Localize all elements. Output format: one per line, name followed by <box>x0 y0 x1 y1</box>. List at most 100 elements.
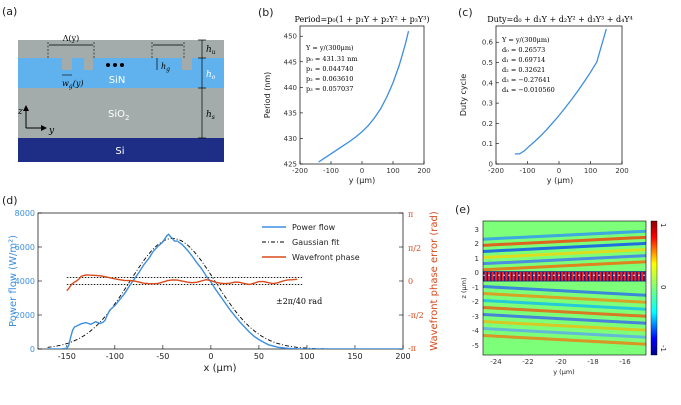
x-tick-label: 100 <box>386 167 399 175</box>
right-tick: π <box>408 210 413 219</box>
ellipsis-dot <box>120 63 124 67</box>
grating-tooth <box>585 271 588 281</box>
si-label: Si <box>115 146 124 157</box>
plot-frame <box>37 212 404 350</box>
radiated-band-down <box>483 306 646 318</box>
y-tick-label: 4000 <box>15 277 35 286</box>
svg-text:hs: hs <box>206 110 215 121</box>
y-axis-label: z (μm) <box>460 277 468 298</box>
right-tick: -π <box>408 344 416 353</box>
grating-tooth <box>495 271 498 281</box>
x-tick-label: 0 <box>557 167 561 175</box>
grating-tooth <box>505 271 508 281</box>
y-tick-label: 0.4 <box>482 79 494 87</box>
panel-b-title: Period=p₀(1 + p₁Y + p₂Y² + p₃Y³) <box>294 15 429 24</box>
grating-tooth <box>529 271 532 281</box>
grating-tooth <box>484 271 487 281</box>
period-curve <box>318 30 410 163</box>
radiated-band-up <box>483 260 646 272</box>
y-tick-label: 6000 <box>15 243 35 252</box>
grating-tooth <box>488 271 491 281</box>
legend-box: Y = y/(300μm) p₀ = 431.31 nm p₁ = 0.0447… <box>305 44 358 93</box>
x-axis-label: y (μm) <box>547 176 573 185</box>
sio2-label: SiO <box>108 109 125 120</box>
sio2-layer <box>18 88 224 138</box>
legend-line: d₀ = 0.26573 <box>502 46 545 54</box>
y-ticks: 3 2 1 0 -1 -2 -3 -4 -5 <box>472 226 480 350</box>
radiated-band-down <box>483 292 646 304</box>
x-axis-label: y (μm) <box>349 176 375 185</box>
series-line <box>514 28 607 155</box>
x-tick-label: -100 <box>323 167 339 175</box>
grating-tooth <box>589 271 592 281</box>
hg-label: h <box>161 62 166 71</box>
grating-tooth <box>644 271 646 281</box>
grating-tooth <box>561 271 564 281</box>
svg-text:2: 2 <box>475 240 479 248</box>
svg-text:-1: -1 <box>472 284 479 292</box>
wavefront-phase-line <box>66 274 298 292</box>
radiated-band-up <box>483 254 646 266</box>
radiated-band-down <box>483 333 646 346</box>
grating-tooth <box>543 271 546 281</box>
panel-b-label: (b) <box>258 6 274 19</box>
panel-a: (a) SiN SiO2 Si Λ(y) wg(y) hg <box>2 5 224 162</box>
panel-a-label: (a) <box>2 5 17 18</box>
left-axis-label: Power flow (W/m²) <box>8 235 19 327</box>
grating-tooth <box>606 271 609 281</box>
svg-text:hg: hg <box>161 62 170 73</box>
grating-tooth <box>522 271 525 281</box>
x-axis-label: y (μm) <box>553 368 574 376</box>
grating-tooth <box>512 271 515 281</box>
svg-text:-5: -5 <box>472 342 479 350</box>
grating-tooth <box>575 271 578 281</box>
grating-tooth <box>501 271 504 281</box>
y-tick-label: 450 <box>284 33 297 41</box>
axis-ticks: -200 -100 0 100 200 425 430 435 440 445 450 <box>284 33 431 175</box>
field-bands <box>483 229 646 346</box>
colorbar-tick: 1 <box>659 223 667 227</box>
x-ticks: -24 -22 -20 -18 -16 <box>490 358 631 366</box>
panel-c-label: (c) <box>458 6 473 19</box>
legend-line: p₃ = 0.057037 <box>306 85 353 93</box>
grating-tooth <box>599 271 602 281</box>
x-tick-label: 50 <box>254 352 264 361</box>
y-tick-label: 0.3 <box>482 100 493 108</box>
radiated-band-down <box>483 313 646 325</box>
grating-tooth <box>578 271 581 281</box>
series-line <box>318 30 410 163</box>
power-flow-curve <box>47 233 403 349</box>
grating-tooth <box>568 271 571 281</box>
radiated-band-down <box>483 326 646 339</box>
waveguide-core <box>483 271 646 282</box>
grating-tooth <box>533 271 536 281</box>
legend-line: d₂ = 0.32621 <box>502 66 545 74</box>
x-tick-label: 100 <box>299 352 314 361</box>
x-tick: -18 <box>587 358 598 366</box>
grating-tooth <box>498 271 501 281</box>
x-axis-label: x (μm) <box>203 363 236 374</box>
grating-tooth <box>550 271 553 281</box>
y-tick-label: 0 <box>30 345 35 354</box>
x-tick-label: 200 <box>615 167 628 175</box>
groove <box>62 58 72 70</box>
svg-text:SiO2: SiO2 <box>108 109 129 122</box>
sin-label: SiN <box>109 75 126 86</box>
x-tick-label: -200 <box>488 167 504 175</box>
groove <box>84 58 93 70</box>
x-tick-label: -50 <box>156 352 169 361</box>
grating-tooth <box>630 271 633 281</box>
legend-line: p₀ = 431.31 nm <box>306 55 358 63</box>
svg-text:-3: -3 <box>472 313 479 321</box>
colorbar-tick: 0 <box>659 285 667 289</box>
x-tick-label: -200 <box>292 167 308 175</box>
grating-tooth <box>557 271 560 281</box>
radiated-band-up <box>483 241 646 253</box>
legend-line: d₄ = −0.010560 <box>502 86 555 94</box>
grating-tooth <box>536 271 539 281</box>
grating-tooth <box>602 271 605 281</box>
right-tick: -π/2 <box>408 311 424 320</box>
legend-line: Y = y/(300μm) <box>305 44 354 52</box>
duty-curve <box>514 28 607 155</box>
x-tick: -22 <box>522 358 533 366</box>
